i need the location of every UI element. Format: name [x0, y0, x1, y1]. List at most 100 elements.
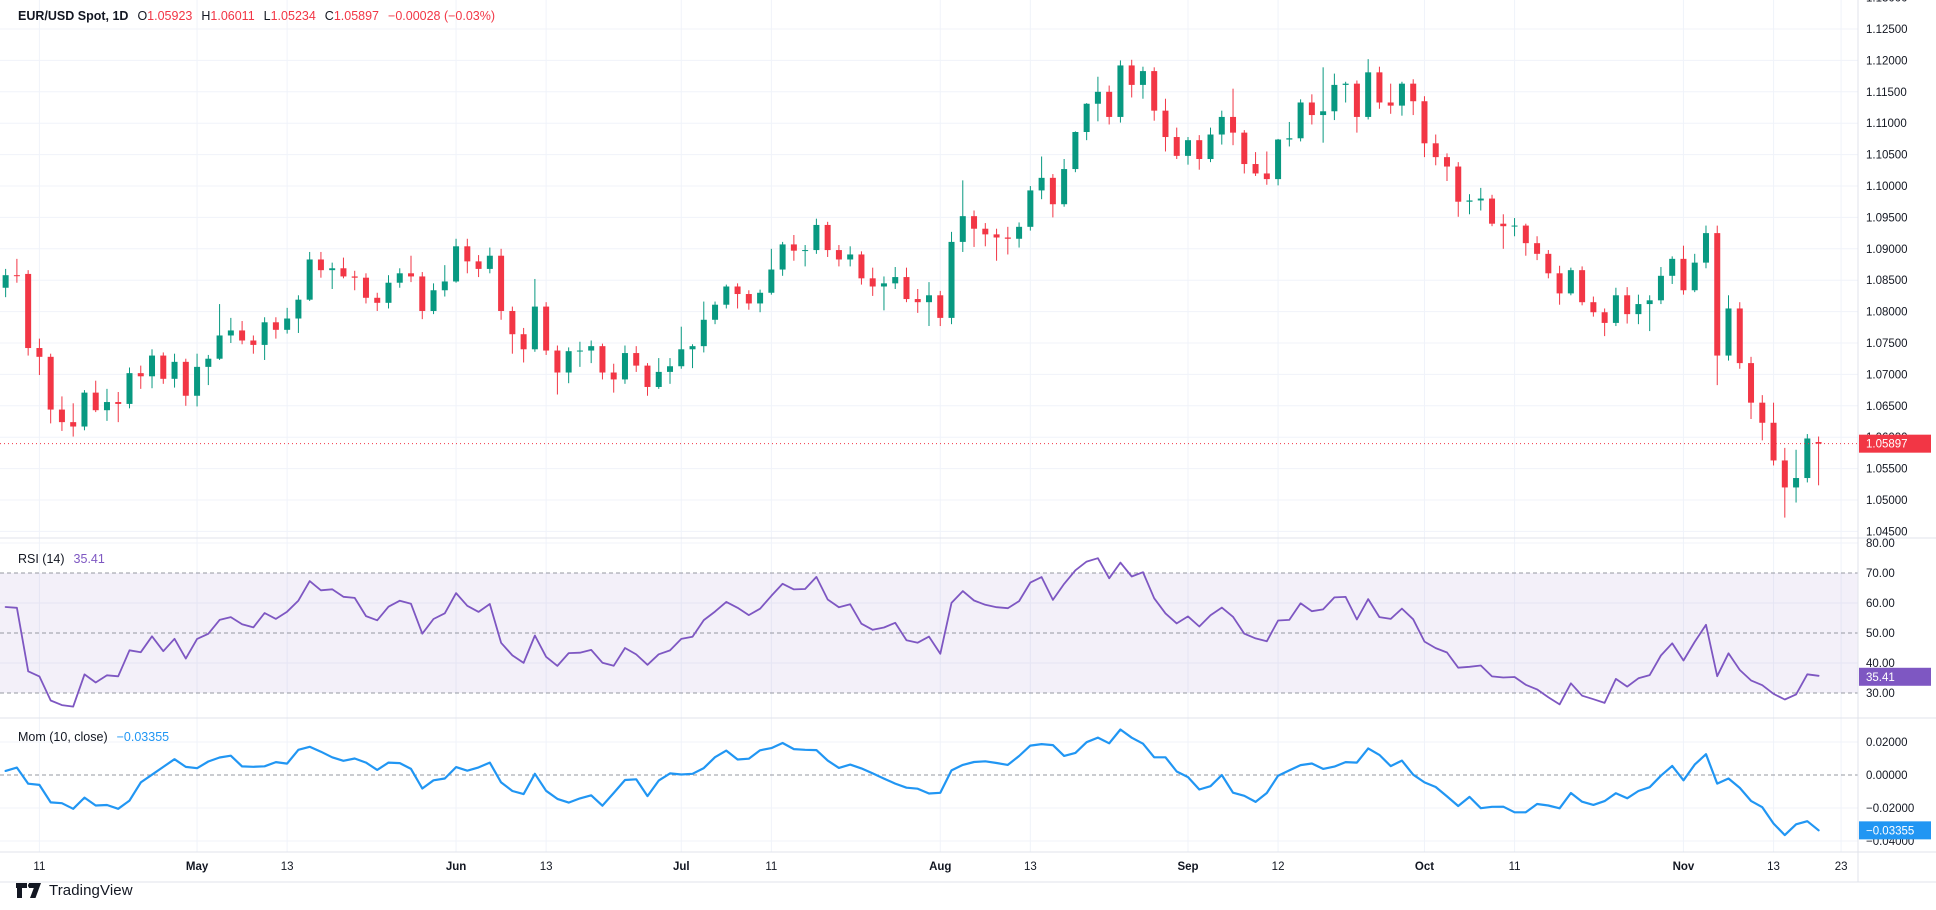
price-axis-label: 1.10500 [1866, 150, 1908, 162]
svg-text:35.41: 35.41 [1866, 672, 1895, 684]
candle-body [103, 402, 110, 411]
candle-body [633, 353, 640, 366]
candle-body [1736, 308, 1743, 364]
rsi-axis-label: 30.00 [1866, 688, 1895, 700]
price-axis[interactable]: 1.13000 1.12500 1.12000 1.11500 1.11000 1.105… [1866, 0, 1908, 538]
candle-body [790, 244, 797, 251]
last-price-badge: 1.05897 [1859, 434, 1931, 453]
candle-body [464, 246, 471, 262]
svg-text:−0.03355: −0.03355 [1866, 825, 1914, 837]
candle-body [1432, 143, 1439, 158]
price-axis-label: 1.12500 [1866, 24, 1908, 36]
candle-body [689, 346, 696, 350]
candle-body [239, 330, 246, 341]
candle-body [194, 366, 201, 396]
svg-text:1.05897: 1.05897 [1866, 439, 1908, 451]
candle-body [599, 346, 606, 373]
high-letter: H [201, 9, 211, 23]
candle-body [250, 340, 257, 345]
candle-body [768, 269, 775, 293]
symbol-title[interactable]: EUR/USD Spot, 1D [18, 9, 129, 23]
rsi-axis[interactable]: 80.00 70.00 60.00 50.00 40.00 30.00 [1866, 538, 1895, 700]
price-axis-label: 1.08000 [1866, 307, 1908, 319]
rsi-axis-label: 70.00 [1866, 568, 1895, 580]
price-axis-label: 1.05000 [1866, 495, 1908, 507]
candle-body [1387, 102, 1394, 106]
time-axis-label: Nov [1673, 861, 1695, 873]
price-axis-label: 1.11500 [1866, 87, 1907, 99]
candle-body [1534, 243, 1541, 254]
candle-body [734, 286, 741, 295]
candle-body [1173, 137, 1180, 156]
candle-body [588, 346, 595, 351]
grid-layer [0, 0, 1858, 852]
rsi-legend: RSI (14) 35.41 [18, 551, 105, 567]
candle-body [1781, 460, 1788, 488]
time-axis-label: 23 [1835, 861, 1848, 873]
tradingview-watermark[interactable]: TradingView [16, 882, 133, 899]
candle-body [869, 278, 876, 287]
time-axis[interactable]: 11 May 13 Jun 13 Jul 11 Aug 13 Sep 12 Oct 11 Nov 13 23 [33, 861, 1847, 873]
candle-body [576, 350, 583, 352]
candle-body [374, 297, 381, 303]
candle-body [914, 299, 921, 303]
candle-body [70, 422, 77, 427]
low-value: 1.05234 [270, 9, 316, 23]
candle-body [565, 351, 572, 373]
candle-body [340, 268, 347, 277]
candle-body [779, 244, 786, 270]
price-axis-label: 1.11000 [1866, 118, 1907, 130]
candle-body [678, 349, 685, 367]
candle-body [1252, 164, 1259, 174]
mom-label[interactable]: Mom (10, close) [18, 730, 108, 744]
rsi-axis-label: 80.00 [1866, 538, 1895, 550]
candle-body [58, 409, 65, 423]
candle-body [948, 241, 955, 318]
price-axis-label: 1.09000 [1866, 244, 1908, 256]
candle-body [1669, 258, 1676, 276]
candle-body [993, 234, 1000, 238]
candle-body [272, 322, 279, 330]
price-axis-label: 1.07000 [1866, 369, 1908, 381]
candle-body [757, 292, 764, 304]
candle-body [1815, 442, 1822, 444]
candle-body [700, 319, 707, 347]
candle-body [824, 224, 831, 251]
time-axis-label: Oct [1415, 861, 1434, 873]
candle-body [880, 283, 887, 287]
candle-body [317, 259, 324, 271]
candle-body [1038, 177, 1045, 191]
candle-body [1320, 111, 1327, 116]
candle-body [306, 259, 313, 300]
candle-body [1106, 91, 1113, 117]
candle-body [1635, 304, 1642, 315]
candle-body [509, 310, 516, 335]
candle-body [520, 334, 527, 350]
candle-body [1545, 253, 1552, 274]
candle-body [835, 250, 842, 260]
close-letter: C [324, 9, 334, 23]
candle-body [1770, 422, 1777, 461]
price-axis-label: 1.10000 [1866, 181, 1908, 193]
candle-body [1714, 233, 1721, 356]
candle-body [1646, 300, 1653, 305]
candle-body [430, 290, 437, 311]
candle-body [396, 273, 403, 283]
candle-body [1308, 102, 1315, 116]
candle-body [1410, 83, 1417, 102]
candle-body [1365, 72, 1372, 117]
rsi-label[interactable]: RSI (14) [18, 552, 65, 566]
candle-body [926, 295, 932, 303]
candle-body [149, 355, 156, 377]
candle-body [441, 281, 448, 291]
candle-body [1748, 363, 1755, 403]
low-letter: L [263, 9, 271, 23]
candle-body [621, 353, 628, 380]
candle-body [959, 216, 966, 242]
candle-body [554, 350, 561, 373]
price-axis-label: 1.05500 [1866, 464, 1908, 476]
price-axis-label: 1.08500 [1866, 275, 1908, 287]
candle-body [543, 306, 550, 351]
mom-axis-label: −0.02000 [1866, 803, 1914, 815]
